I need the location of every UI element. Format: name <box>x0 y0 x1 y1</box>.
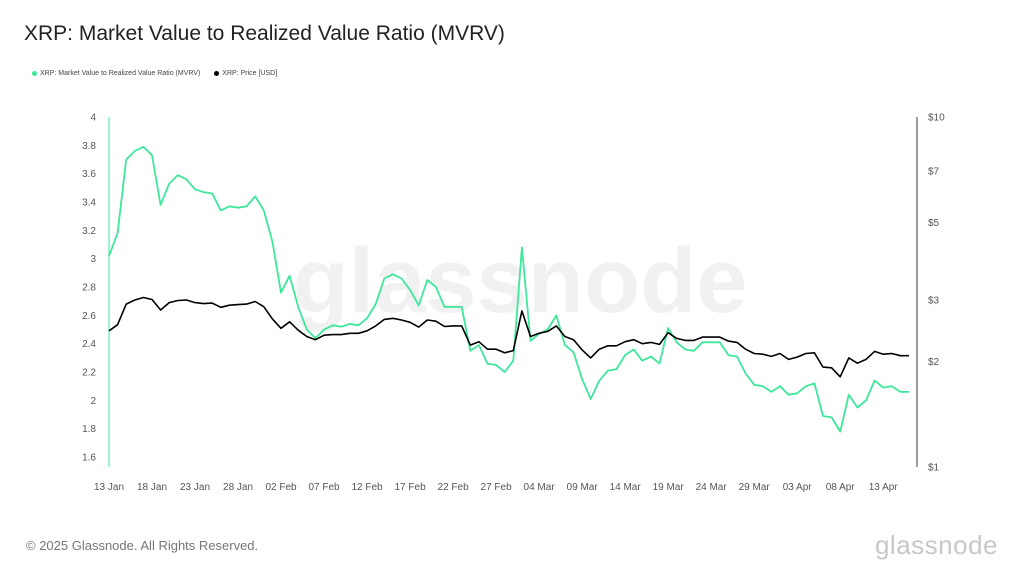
legend-dot-price <box>214 71 220 76</box>
y-left-tick-label: 3.2 <box>82 226 96 237</box>
x-tick-label: 13 Apr <box>869 482 899 493</box>
y-left-tick-label: 2.8 <box>82 283 96 294</box>
x-tick-label: 09 Mar <box>567 482 599 493</box>
x-tick-label: 08 Apr <box>826 482 856 493</box>
y-right-tick-label: $5 <box>928 218 940 229</box>
y-right-tick-label: $10 <box>928 113 945 124</box>
x-tick-label: 04 Mar <box>524 482 556 493</box>
x-tick-label: 24 Mar <box>696 482 728 493</box>
y-right-tick-label: $1 <box>928 463 940 474</box>
x-tick-label: 13 Jan <box>94 482 124 493</box>
x-tick-label: 14 Mar <box>610 482 642 493</box>
legend-item-price[interactable]: XRP: Price [USD] <box>214 70 277 77</box>
legend: XRP: Market Value to Realized Value Rati… <box>32 70 277 77</box>
x-tick-label: 17 Feb <box>395 482 427 493</box>
x-tick-label: 18 Jan <box>137 482 167 493</box>
y-left-tick-label: 2.6 <box>82 311 96 322</box>
x-tick-label: 27 Feb <box>481 482 513 493</box>
chart-title: XRP: Market Value to Realized Value Rati… <box>24 22 505 45</box>
y-left-tick-label: 1.6 <box>82 453 96 464</box>
legend-label-mvrv: XRP: Market Value to Realized Value Rati… <box>40 70 201 77</box>
x-tick-label: 02 Feb <box>265 482 297 493</box>
y-right-tick-label: $7 <box>928 167 940 178</box>
legend-dot-mvrv <box>32 71 37 76</box>
x-tick-label: 23 Jan <box>180 482 210 493</box>
y-left-tick-label: 2.2 <box>82 368 96 379</box>
y-left-tick-label: 4 <box>90 113 96 124</box>
y-left-tick-label: 3.4 <box>82 198 96 209</box>
x-tick-label: 28 Jan <box>223 482 253 493</box>
y-left-tick-label: 2.4 <box>82 339 96 350</box>
y-left-tick-label: 3.6 <box>82 169 96 180</box>
y-right-tick-label: $3 <box>928 296 940 307</box>
x-tick-label: 12 Feb <box>351 482 383 493</box>
x-tick-label: 07 Feb <box>308 482 340 493</box>
price-series-line[interactable] <box>108 296 909 378</box>
mvrv-series-line[interactable] <box>108 145 909 433</box>
x-tick-label: 19 Mar <box>653 482 685 493</box>
y-left-tick-label: 3.8 <box>82 141 96 152</box>
y-left-tick-label: 2 <box>90 396 96 407</box>
legend-label-price: XRP: Price [USD] <box>222 70 278 77</box>
x-tick-label: 29 Mar <box>739 482 771 493</box>
y-left-tick-label: 3 <box>90 254 96 265</box>
y-right-tick-label: $2 <box>928 357 940 368</box>
x-tick-label: 22 Feb <box>438 482 470 493</box>
chart-axes: 1.6 1.8 2 2.2 2.4 2.6 2.8 3 3.2 3.4 3.6 3.8 4 $1 $2 $3 $… <box>82 113 945 494</box>
brand-logo: glassnode <box>874 530 998 560</box>
y-left-tick-label: 1.8 <box>82 424 96 435</box>
chart-series <box>108 145 909 433</box>
x-tick-label: 03 Apr <box>783 482 813 493</box>
copyright-footer: © 2025 Glassnode. All Rights Reserved. <box>26 538 259 553</box>
legend-item-mvrv[interactable]: XRP: Market Value to Realized Value Rati… <box>32 70 200 77</box>
